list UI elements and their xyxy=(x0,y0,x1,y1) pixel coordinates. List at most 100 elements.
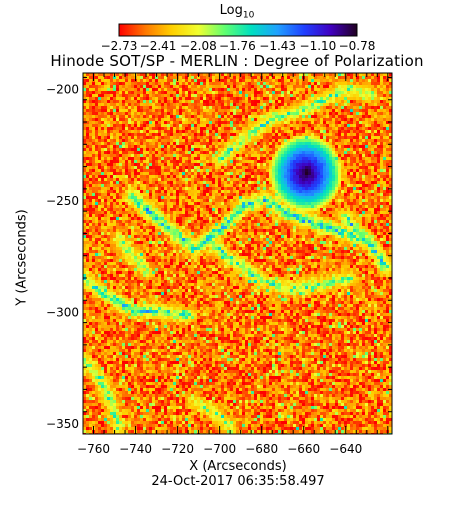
heatmap-cell xyxy=(167,103,170,106)
heatmap-cell xyxy=(263,73,266,76)
heatmap-cell xyxy=(329,136,332,139)
heatmap-cell xyxy=(215,205,218,208)
heatmap-cell xyxy=(359,142,362,145)
heatmap-cell xyxy=(185,211,188,214)
heatmap-cell xyxy=(284,184,287,187)
heatmap-cell xyxy=(164,166,167,169)
heatmap-cell xyxy=(296,199,299,202)
heatmap-cell xyxy=(191,136,194,139)
heatmap-cell xyxy=(86,124,89,127)
heatmap-cell xyxy=(380,205,383,208)
heatmap-cell xyxy=(266,211,269,214)
heatmap-cell xyxy=(113,118,116,121)
heatmap-cell xyxy=(146,136,149,139)
heatmap-cell xyxy=(269,193,272,196)
heatmap-cell xyxy=(200,181,203,184)
heatmap-cell xyxy=(119,88,122,91)
heatmap-cell xyxy=(380,199,383,202)
heatmap-cell xyxy=(371,205,374,208)
heatmap-cell xyxy=(374,94,377,97)
heatmap-cell xyxy=(212,196,215,199)
heatmap-cell xyxy=(314,157,317,160)
heatmap-cell xyxy=(173,163,176,166)
heatmap-cell xyxy=(251,196,254,199)
heatmap-cell xyxy=(341,145,344,148)
heatmap-cell xyxy=(254,130,257,133)
heatmap-cell xyxy=(353,94,356,97)
heatmap-cell xyxy=(209,118,212,121)
heatmap-cell xyxy=(107,202,110,205)
heatmap-cell xyxy=(353,190,356,193)
heatmap-cell xyxy=(137,166,140,169)
heatmap-cell xyxy=(161,148,164,151)
heatmap-cell xyxy=(194,184,197,187)
heatmap-cell xyxy=(119,196,122,199)
heatmap-cell xyxy=(251,157,254,160)
heatmap-cell xyxy=(182,118,185,121)
heatmap-cell xyxy=(221,118,224,121)
heatmap-cell xyxy=(167,166,170,169)
heatmap-cell xyxy=(242,103,245,106)
heatmap-cell xyxy=(326,163,329,166)
heatmap-cell xyxy=(128,181,131,184)
heatmap-cell xyxy=(338,124,341,127)
heatmap-cell xyxy=(350,205,353,208)
heatmap-cell xyxy=(221,211,224,214)
heatmap-cell xyxy=(314,124,317,127)
heatmap-cell xyxy=(98,178,101,181)
heatmap-cell xyxy=(245,133,248,136)
heatmap-cell xyxy=(143,112,146,115)
heatmap-cell xyxy=(380,181,383,184)
heatmap-cell xyxy=(164,157,167,160)
heatmap-cell xyxy=(320,208,323,211)
heatmap-cell xyxy=(152,166,155,169)
heatmap-cell xyxy=(287,100,290,103)
heatmap-cell xyxy=(230,97,233,100)
heatmap-cell xyxy=(308,124,311,127)
heatmap-cell xyxy=(386,154,389,157)
heatmap-cell xyxy=(323,199,326,202)
heatmap-cell xyxy=(287,196,290,199)
heatmap-cell xyxy=(314,181,317,184)
heatmap-cell xyxy=(278,199,281,202)
heatmap-cell xyxy=(281,187,284,190)
heatmap-cell xyxy=(137,97,140,100)
heatmap-cell xyxy=(116,166,119,169)
heatmap-cell xyxy=(125,145,128,148)
heatmap-cell xyxy=(143,175,146,178)
heatmap-cell xyxy=(371,103,374,106)
heatmap-cell xyxy=(362,187,365,190)
heatmap-cell xyxy=(209,202,212,205)
heatmap-cell xyxy=(176,136,179,139)
heatmap-cell xyxy=(293,160,296,163)
heatmap-cell xyxy=(170,154,173,157)
heatmap-cell xyxy=(215,169,218,172)
heatmap-cell xyxy=(95,205,98,208)
heatmap-cell xyxy=(284,148,287,151)
heatmap-cell xyxy=(197,187,200,190)
heatmap-cell xyxy=(317,106,320,109)
heatmap-cell xyxy=(209,79,212,82)
heatmap-cell xyxy=(371,79,374,82)
heatmap-cell xyxy=(389,94,392,97)
heatmap-cell xyxy=(299,208,302,211)
heatmap-cell xyxy=(206,106,209,109)
heatmap-cell xyxy=(191,88,194,91)
heatmap-cell xyxy=(344,154,347,157)
heatmap-cell xyxy=(281,169,284,172)
heatmap-cell xyxy=(164,139,167,142)
heatmap-cell xyxy=(308,136,311,139)
heatmap-cell xyxy=(365,175,368,178)
heatmap-cell xyxy=(218,163,221,166)
heatmap-cell xyxy=(371,97,374,100)
heatmap-cell xyxy=(92,187,95,190)
heatmap-cell xyxy=(185,94,188,97)
heatmap-cell xyxy=(317,142,320,145)
heatmap-cell xyxy=(104,82,107,85)
heatmap-cell xyxy=(347,142,350,145)
heatmap-cell xyxy=(125,76,128,79)
heatmap-cell xyxy=(263,151,266,154)
heatmap-cell xyxy=(173,166,176,169)
heatmap-cell xyxy=(110,109,113,112)
heatmap-cell xyxy=(227,115,230,118)
